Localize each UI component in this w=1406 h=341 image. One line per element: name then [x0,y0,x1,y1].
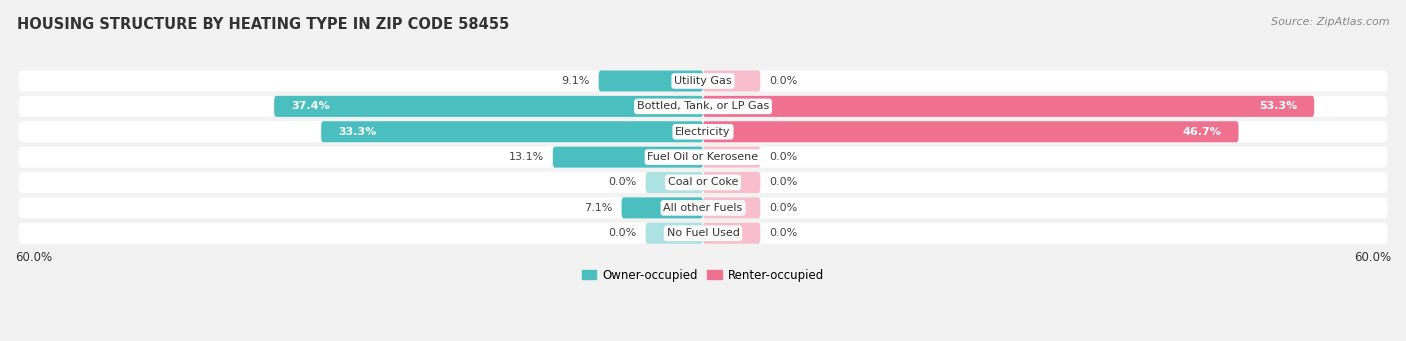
Text: 33.3%: 33.3% [339,127,377,137]
Legend: Owner-occupied, Renter-occupied: Owner-occupied, Renter-occupied [578,264,828,286]
Text: 37.4%: 37.4% [291,101,330,112]
Text: Utility Gas: Utility Gas [675,76,731,86]
Text: 0.0%: 0.0% [769,203,797,213]
FancyBboxPatch shape [621,197,703,218]
Text: 60.0%: 60.0% [15,251,52,264]
Text: 7.1%: 7.1% [583,203,613,213]
Text: 0.0%: 0.0% [769,228,797,238]
Text: Source: ZipAtlas.com: Source: ZipAtlas.com [1271,17,1389,27]
FancyBboxPatch shape [599,71,703,91]
FancyBboxPatch shape [18,71,1388,91]
Text: 0.0%: 0.0% [769,76,797,86]
Text: 0.0%: 0.0% [769,152,797,162]
FancyBboxPatch shape [18,96,1388,117]
Text: 0.0%: 0.0% [609,178,637,188]
Text: Fuel Oil or Kerosene: Fuel Oil or Kerosene [647,152,759,162]
FancyBboxPatch shape [18,172,1388,193]
FancyBboxPatch shape [703,197,761,218]
Text: Bottled, Tank, or LP Gas: Bottled, Tank, or LP Gas [637,101,769,112]
FancyBboxPatch shape [703,172,761,193]
FancyBboxPatch shape [274,96,703,117]
Text: 0.0%: 0.0% [769,178,797,188]
Text: All other Fuels: All other Fuels [664,203,742,213]
FancyBboxPatch shape [645,223,703,244]
FancyBboxPatch shape [703,96,1315,117]
FancyBboxPatch shape [18,121,1388,142]
Text: 9.1%: 9.1% [561,76,589,86]
FancyBboxPatch shape [321,121,703,142]
FancyBboxPatch shape [18,147,1388,168]
FancyBboxPatch shape [645,172,703,193]
FancyBboxPatch shape [703,121,1239,142]
Text: 60.0%: 60.0% [1354,251,1391,264]
FancyBboxPatch shape [18,223,1388,244]
FancyBboxPatch shape [703,223,761,244]
Text: Coal or Coke: Coal or Coke [668,178,738,188]
FancyBboxPatch shape [553,147,703,168]
Text: 53.3%: 53.3% [1258,101,1296,112]
Text: HOUSING STRUCTURE BY HEATING TYPE IN ZIP CODE 58455: HOUSING STRUCTURE BY HEATING TYPE IN ZIP… [17,17,509,32]
Text: 13.1%: 13.1% [509,152,544,162]
Text: Electricity: Electricity [675,127,731,137]
Text: No Fuel Used: No Fuel Used [666,228,740,238]
FancyBboxPatch shape [18,197,1388,218]
Text: 46.7%: 46.7% [1182,127,1222,137]
Text: 0.0%: 0.0% [609,228,637,238]
FancyBboxPatch shape [703,147,761,168]
FancyBboxPatch shape [703,71,761,91]
